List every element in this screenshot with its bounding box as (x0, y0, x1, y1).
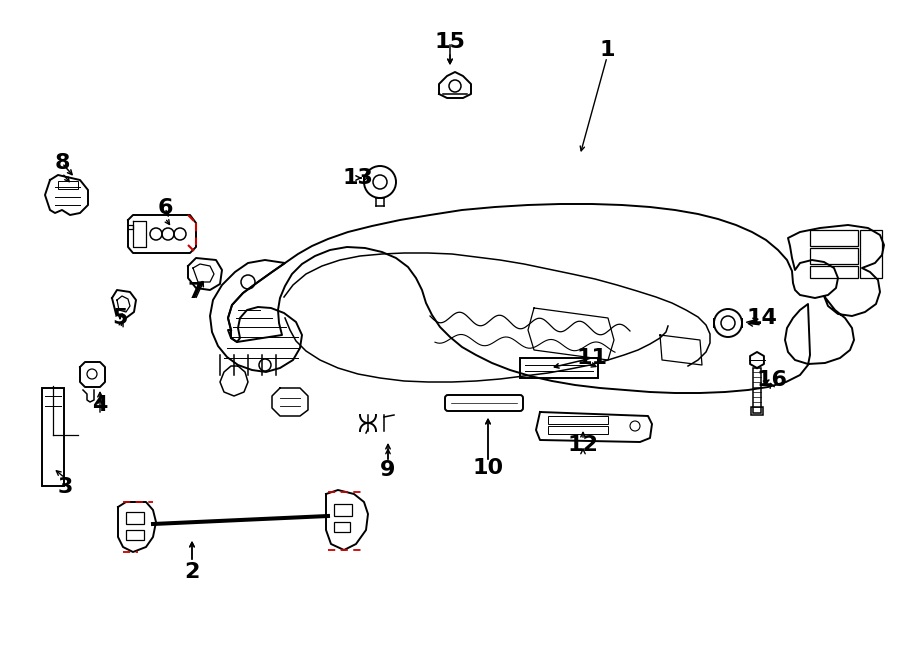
Bar (753, 368, 761, 413)
Bar (334, 522, 350, 532)
Bar (58, 181, 78, 189)
Text: 7: 7 (187, 282, 202, 302)
Text: 12: 12 (568, 435, 598, 455)
Bar (751, 407, 763, 415)
Bar (810, 230, 858, 246)
Bar (126, 530, 144, 540)
Text: 3: 3 (58, 477, 73, 497)
Bar (810, 266, 858, 278)
Text: 4: 4 (93, 395, 108, 415)
Text: 11: 11 (577, 348, 608, 368)
Bar (548, 416, 608, 424)
Text: 16: 16 (757, 370, 788, 390)
Bar (42, 388, 64, 486)
Bar (810, 248, 858, 264)
Bar (860, 230, 882, 278)
Text: 13: 13 (343, 168, 373, 188)
Bar (520, 358, 598, 378)
Text: 2: 2 (184, 562, 200, 582)
Text: 5: 5 (112, 308, 128, 328)
Text: 10: 10 (472, 458, 504, 478)
Bar (548, 426, 608, 434)
Text: 6: 6 (158, 198, 173, 218)
Bar (334, 504, 352, 516)
Text: 9: 9 (381, 460, 396, 480)
Text: 15: 15 (435, 32, 465, 52)
Text: 8: 8 (54, 153, 70, 173)
Text: 1: 1 (599, 40, 615, 60)
Bar (126, 512, 144, 524)
Text: 14: 14 (747, 308, 778, 328)
